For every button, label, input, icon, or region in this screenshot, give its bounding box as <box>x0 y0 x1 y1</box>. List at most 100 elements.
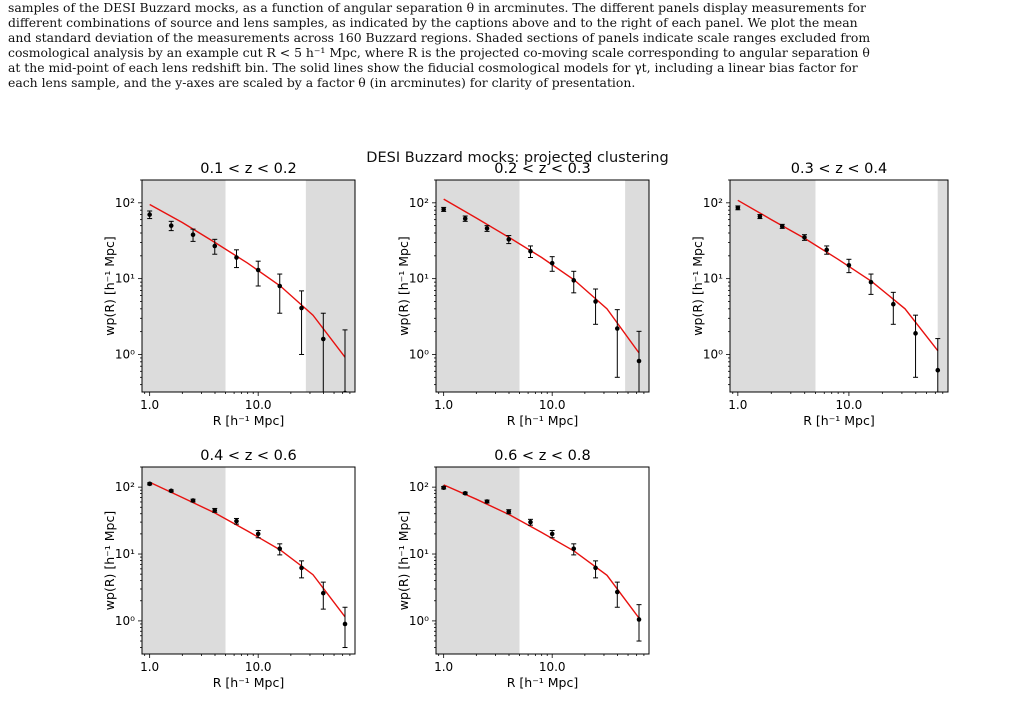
x-tick-label: 1.0 <box>140 660 159 674</box>
model-line <box>737 199 939 352</box>
data-point <box>549 260 555 266</box>
excluded-scale-region <box>730 180 816 392</box>
error-bar <box>614 581 620 608</box>
x-tick-label: 10.0 <box>836 398 863 412</box>
error-bar <box>890 291 896 325</box>
data-point <box>571 278 577 283</box>
excluded-scale-region <box>142 467 226 654</box>
data-point <box>190 232 196 237</box>
y-tick-label: 10⁰ <box>703 347 723 361</box>
chart-panel: 1.0 10.0 10⁰ 10¹ 10² 0.1 < z < 0.2 R [h⁻¹ Mpc]… <box>102 161 356 428</box>
data-point <box>255 267 261 273</box>
data-point <box>506 509 512 514</box>
x-tick-label: 1.0 <box>434 660 453 674</box>
data-point <box>484 226 490 231</box>
error-bar <box>255 260 261 287</box>
x-tick-label: 10.0 <box>539 398 566 412</box>
x-axis-label: R [h⁻¹ Mpc] <box>507 675 579 690</box>
error-bar <box>299 290 305 355</box>
data-point <box>735 205 741 211</box>
caption-line: samples of the DESI Buzzard mocks, as a … <box>8 0 866 15</box>
excluded-scale-region <box>937 180 948 392</box>
y-axis-label: wp(R) [h⁻¹ Mpc] <box>690 236 705 335</box>
error-bar <box>636 604 642 642</box>
data-point <box>462 490 468 496</box>
y-tick-label: 10² <box>703 196 723 210</box>
data-point <box>342 621 348 627</box>
model-line <box>443 484 640 619</box>
data-point <box>462 216 468 221</box>
error-bar <box>320 581 326 610</box>
data-point <box>299 565 304 571</box>
figure-caption: samples of the DESI Buzzard mocks, as a … <box>8 0 1028 90</box>
data-point <box>571 546 577 552</box>
data-point <box>277 546 283 552</box>
data-point <box>234 255 239 260</box>
error-bar <box>320 312 326 392</box>
data-point <box>342 390 348 392</box>
y-axis-label: wp(R) [h⁻¹ Mpc] <box>102 236 117 335</box>
data-point <box>614 589 620 595</box>
data-point <box>147 481 152 487</box>
data-point <box>636 358 642 364</box>
chart-panel: 1.0 10.0 10⁰ 10¹ 10² 0.2 < z < 0.3 R [h⁻¹ Mpc]… <box>396 161 650 428</box>
caption-line: and standard deviation of the measuremen… <box>8 30 871 45</box>
y-tick-label: 10¹ <box>409 272 429 286</box>
data-point <box>506 237 512 242</box>
model-line <box>443 198 640 354</box>
excluded-scale-region <box>436 467 520 654</box>
error-bar <box>342 329 348 392</box>
chart-panel: 1.0 10.0 10⁰ 10¹ 10² 0.3 < z < 0.4 R [h⁻¹ Mpc]… <box>690 161 949 428</box>
x-axis-label: R [h⁻¹ Mpc] <box>213 413 285 428</box>
y-tick-label: 10¹ <box>409 547 429 561</box>
y-tick-label: 10⁰ <box>115 614 135 628</box>
x-axis-label: R [h⁻¹ Mpc] <box>213 675 285 690</box>
x-tick-label: 1.0 <box>434 398 453 412</box>
caption-line: each lens sample, and the y-axes are sca… <box>8 75 636 90</box>
model-line <box>149 203 346 358</box>
y-tick-label: 10⁰ <box>409 614 429 628</box>
y-tick-label: 10² <box>409 196 429 210</box>
model-line <box>149 481 346 618</box>
data-point <box>528 248 533 254</box>
y-tick-label: 10² <box>115 480 135 494</box>
data-point <box>824 247 830 253</box>
data-point <box>868 279 874 285</box>
error-bar <box>935 338 941 392</box>
data-point <box>549 531 555 537</box>
data-point <box>636 617 642 622</box>
error-bar <box>593 288 599 325</box>
data-point <box>190 498 196 503</box>
caption-line: different combinations of source and len… <box>8 15 858 30</box>
data-point <box>320 336 326 342</box>
data-point <box>846 262 852 268</box>
y-tick-label: 10² <box>409 480 429 494</box>
data-point <box>320 590 326 596</box>
panel-title: 0.1 < z < 0.2 <box>200 161 296 177</box>
panel-title: 0.4 < z < 0.6 <box>200 448 296 464</box>
y-tick-label: 10¹ <box>115 547 135 561</box>
data-point <box>212 508 218 513</box>
data-point <box>757 214 763 219</box>
figure-title: DESI Buzzard mocks: projected clustering <box>366 150 669 166</box>
error-bar <box>277 273 283 314</box>
y-tick-label: 10⁰ <box>409 347 429 361</box>
data-point <box>891 301 896 307</box>
excluded-scale-region <box>305 180 355 392</box>
y-axis-label: wp(R) [h⁻¹ Mpc] <box>396 236 411 335</box>
excluded-scale-region <box>142 180 226 392</box>
x-tick-label: 1.0 <box>728 398 747 412</box>
data-point <box>593 299 598 304</box>
chart-panel: 1.0 10.0 10⁰ 10¹ 10² 0.4 < z < 0.6 R [h⁻¹ Mpc]… <box>102 448 356 690</box>
data-point <box>802 235 807 240</box>
y-axis-label: wp(R) [h⁻¹ Mpc] <box>396 511 411 610</box>
x-tick-label: 10.0 <box>245 660 272 674</box>
y-tick-label: 10¹ <box>115 272 135 286</box>
data-point <box>441 207 446 212</box>
caption-line: cosmological analysis by an example cut … <box>8 45 870 60</box>
panel-title: 0.3 < z < 0.4 <box>791 161 887 177</box>
data-point <box>528 519 533 525</box>
error-bar <box>614 309 620 378</box>
data-point <box>593 565 598 571</box>
